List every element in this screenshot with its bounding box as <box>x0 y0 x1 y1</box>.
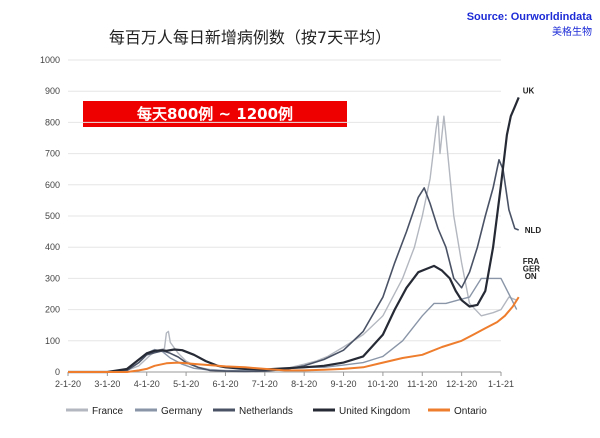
source-text: Source: Ourworldindata <box>466 11 592 23</box>
y-tick-label: 600 <box>45 180 60 190</box>
x-tick-label: 8-1-20 <box>291 379 317 389</box>
series-line-france <box>68 115 517 373</box>
x-tick-label: 3-1-20 <box>94 379 120 389</box>
legend: France Germany Netherlands United Kingdom On… <box>66 406 487 417</box>
x-tick-label: 4-1-20 <box>134 379 160 389</box>
x-tick-label: 10-1-20 <box>367 379 398 389</box>
x-tick-label: 1-1-21 <box>488 379 514 389</box>
end-label-uk: UK <box>523 86 535 95</box>
end-label-ger: GER <box>523 265 541 274</box>
legend-label: Netherlands <box>239 406 293 417</box>
source-note: Source: Ourworldindata 美格生物 <box>467 10 592 40</box>
y-tick-label: 200 <box>45 305 60 315</box>
y-axis: 0 100 200 300 400 500 600 700 800 900 1000 <box>40 55 60 377</box>
chart-title: 每百万人每日新增病例数（按7天平均） <box>108 28 392 47</box>
series-line-germany <box>68 277 518 373</box>
y-tick-label: 900 <box>45 86 60 96</box>
x-axis: 2-1-20 3-1-20 4-1-20 5-1-20 6-1-20 7-1-20 8-1-… <box>55 372 514 389</box>
x-tick-label: 7-1-20 <box>252 379 278 389</box>
y-tick-label: 400 <box>45 242 60 252</box>
legend-label: France <box>92 406 124 417</box>
end-label-on: ON <box>525 272 537 281</box>
end-label-fra: FRA <box>523 257 540 266</box>
x-tick-label: 2-1-20 <box>55 379 81 389</box>
series-line-ontario <box>68 296 520 373</box>
y-tick-label: 500 <box>45 211 60 221</box>
x-tick-label: 12-1-20 <box>446 379 477 389</box>
x-tick-label: 9-1-20 <box>331 379 357 389</box>
x-tick-label: 5-1-20 <box>173 379 199 389</box>
source-organization: 美格生物 <box>552 27 592 38</box>
y-tick-label: 1000 <box>40 55 60 65</box>
legend-label: Germany <box>161 406 202 417</box>
end-label-nld: NLD <box>525 226 542 235</box>
legend-label: United Kingdom <box>339 406 410 417</box>
y-tick-label: 800 <box>45 117 60 127</box>
legend-label: Ontario <box>454 406 487 417</box>
gridlines <box>68 59 501 373</box>
y-tick-label: 700 <box>45 149 60 159</box>
x-tick-label: 11-1-20 <box>407 379 437 389</box>
series-lines <box>68 96 520 374</box>
series-line-united-kingdom <box>68 96 520 374</box>
x-tick-label: 6-1-20 <box>212 379 238 389</box>
y-tick-label: 100 <box>45 336 60 346</box>
y-tick-label: 0 <box>55 367 60 377</box>
y-tick-label: 300 <box>45 273 60 283</box>
